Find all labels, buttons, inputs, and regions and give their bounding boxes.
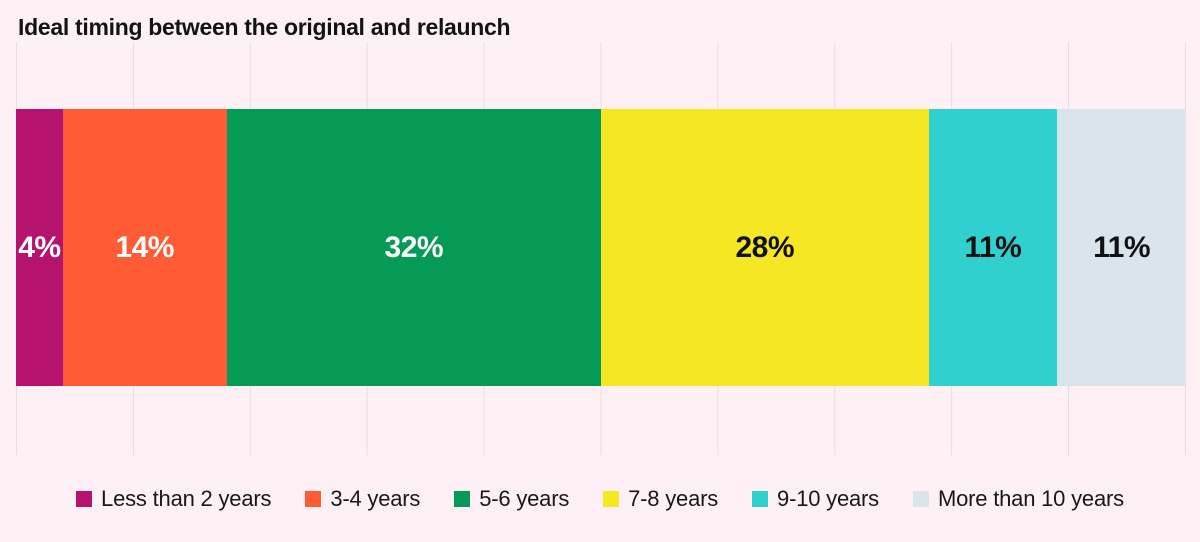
bar-segment: 32%	[226, 109, 601, 386]
legend-swatch	[454, 491, 471, 507]
legend-item: 3-4 years	[305, 486, 420, 512]
bar-segment: 4%	[16, 109, 63, 386]
bar-segment: 28%	[600, 109, 929, 386]
legend-swatch	[76, 491, 93, 507]
stacked-bar: 4% 14% 32% 28% 11% 11%	[16, 109, 1186, 386]
legend-item: 9-10 years	[752, 486, 879, 512]
legend-label: 7-8 years	[628, 486, 719, 511]
legend-label: Less than 2 years	[101, 486, 272, 511]
bar-segment: 11%	[928, 109, 1058, 386]
segment-value-label: 14%	[115, 230, 174, 264]
legend-swatch	[912, 491, 929, 507]
chart-title: Ideal timing between the original and re…	[18, 14, 511, 40]
plot-area: 4% 14% 32% 28% 11% 11%	[16, 42, 1186, 455]
legend-swatch	[603, 491, 620, 507]
legend-item: More than 10 years	[912, 486, 1124, 512]
legend: Less than 2 years 3-4 years 5-6 years 7-8 y…	[0, 486, 1200, 512]
legend-item: 5-6 years	[454, 486, 569, 512]
segment-value-label: 28%	[735, 230, 795, 264]
bar-segment: 11%	[1057, 109, 1186, 386]
segment-value-label: 32%	[384, 230, 444, 264]
legend-item: 7-8 years	[603, 486, 718, 512]
legend-label: 5-6 years	[479, 486, 570, 511]
legend-label: More than 10 years	[937, 486, 1124, 511]
segment-value-label: 11%	[1093, 230, 1151, 264]
bar-segment: 14%	[62, 109, 227, 386]
legend-label: 3-4 years	[330, 486, 421, 511]
legend-swatch	[305, 491, 322, 507]
segment-value-label: 11%	[964, 230, 1022, 264]
legend-label: 9-10 years	[777, 486, 879, 511]
segment-value-label: 4%	[18, 230, 61, 264]
legend-swatch	[752, 491, 769, 507]
legend-item: Less than 2 years	[76, 486, 272, 512]
